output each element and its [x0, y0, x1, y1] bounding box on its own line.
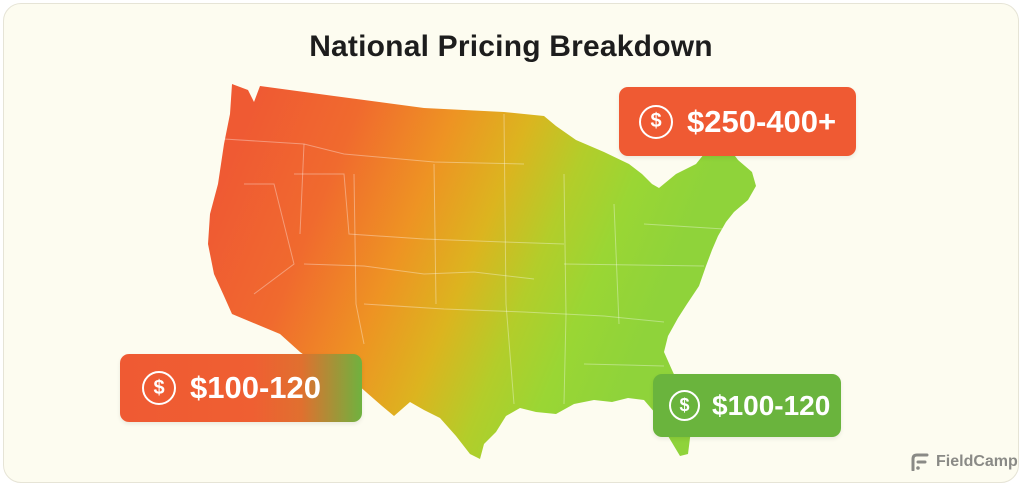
brand-name: FieldCamp [936, 453, 1018, 470]
price-range-label: $250-400+ [687, 103, 837, 139]
dollar-coin-icon: $ [142, 371, 176, 405]
dollar-coin-icon: $ [669, 390, 700, 421]
price-range-label: $100-120 [712, 389, 831, 421]
price-badge-southeast: $ $100-120 [653, 374, 841, 437]
page-title: National Pricing Breakdown [309, 30, 713, 63]
price-badge-northeast: $ $250-400+ [619, 87, 856, 156]
fieldcamp-logo-icon [911, 453, 929, 471]
price-badge-west: $ $100-120 [120, 354, 362, 422]
price-range-label: $100-120 [190, 370, 322, 405]
fieldcamp-logo: FieldCamp [910, 453, 1018, 471]
dollar-coin-icon: $ [639, 104, 673, 139]
state-borders [223, 113, 725, 405]
pricing-card: National Pricing Breakdown [3, 3, 1019, 483]
